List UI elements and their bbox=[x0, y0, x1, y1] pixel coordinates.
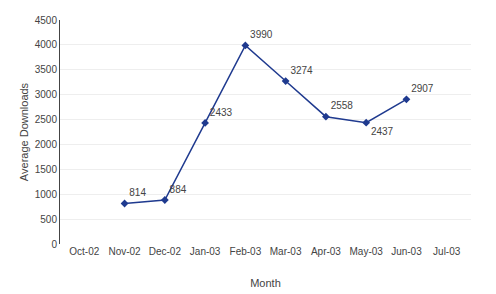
svg-text:Feb-03: Feb-03 bbox=[230, 246, 262, 257]
svg-text:2437: 2437 bbox=[371, 126, 394, 137]
svg-text:2000: 2000 bbox=[35, 139, 58, 150]
svg-text:2558: 2558 bbox=[331, 100, 354, 111]
svg-text:1500: 1500 bbox=[35, 164, 58, 175]
svg-text:3000: 3000 bbox=[35, 89, 58, 100]
svg-text:3990: 3990 bbox=[250, 29, 273, 40]
svg-text:814: 814 bbox=[129, 187, 146, 198]
svg-text:Jul-03: Jul-03 bbox=[433, 246, 461, 257]
svg-text:Average Downloads: Average Downloads bbox=[18, 82, 30, 181]
svg-text:2433: 2433 bbox=[210, 107, 233, 118]
svg-text:2500: 2500 bbox=[35, 114, 58, 125]
svg-text:Oct-02: Oct-02 bbox=[69, 246, 99, 257]
svg-text:500: 500 bbox=[40, 214, 57, 225]
svg-text:Nov-02: Nov-02 bbox=[108, 246, 141, 257]
svg-text:Dec-02: Dec-02 bbox=[149, 246, 182, 257]
svg-text:Apr-03: Apr-03 bbox=[311, 246, 341, 257]
svg-text:Month: Month bbox=[250, 277, 281, 289]
svg-text:0: 0 bbox=[51, 239, 57, 250]
svg-text:3274: 3274 bbox=[290, 65, 313, 76]
svg-text:May-03: May-03 bbox=[349, 246, 383, 257]
svg-text:Jan-03: Jan-03 bbox=[190, 246, 221, 257]
svg-text:4500: 4500 bbox=[35, 15, 58, 26]
svg-text:Mar-03: Mar-03 bbox=[270, 246, 302, 257]
svg-text:3500: 3500 bbox=[35, 64, 58, 75]
svg-text:2907: 2907 bbox=[411, 83, 434, 94]
svg-text:4000: 4000 bbox=[35, 39, 58, 50]
svg-text:Jun-03: Jun-03 bbox=[391, 246, 422, 257]
svg-text:884: 884 bbox=[170, 184, 187, 195]
svg-text:1000: 1000 bbox=[35, 189, 58, 200]
